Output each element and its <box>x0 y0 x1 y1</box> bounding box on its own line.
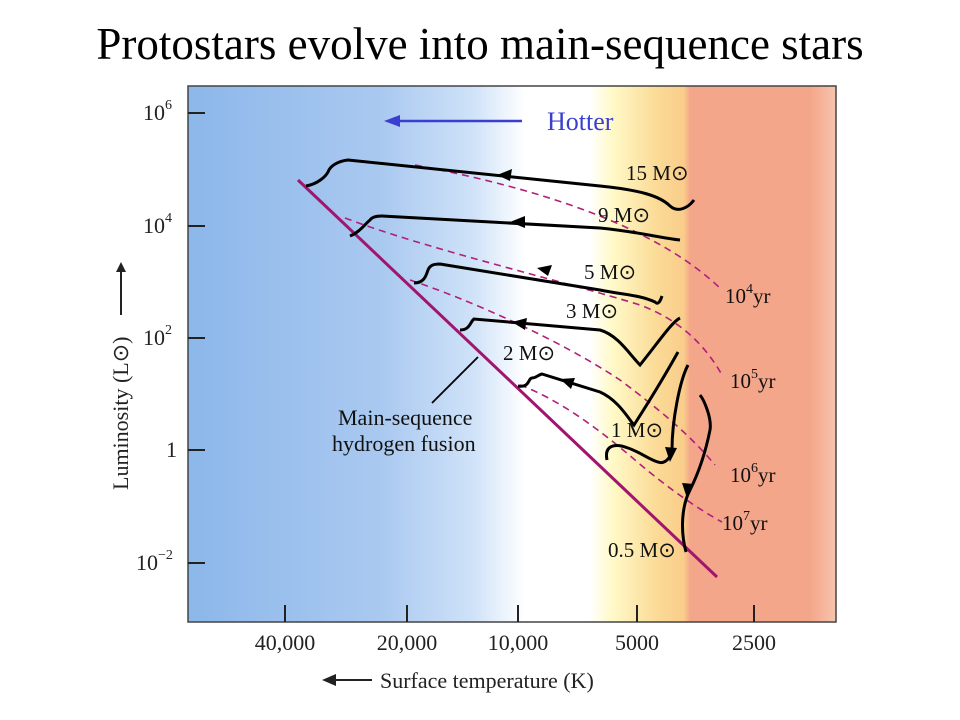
hotter-arrowhead <box>384 115 400 127</box>
plot-area <box>187 85 837 623</box>
x-tick-label-2500: 2500 <box>732 630 776 655</box>
main-sequence-line <box>296 178 719 579</box>
isochrone-label-1e5: 105yr <box>730 367 776 393</box>
y-tick-label-1: 1 <box>166 437 177 462</box>
x-tick-label-40000: 40,000 <box>255 630 316 655</box>
track-1msun <box>605 364 690 465</box>
y-tick-label-1e6: 106 <box>143 98 172 125</box>
main-sequence-label-line1: Main-sequence <box>338 405 472 430</box>
x-axis-arrowhead <box>322 674 336 686</box>
y-tick-label-1e-2: 10−2 <box>136 548 173 575</box>
track-5msun <box>413 262 664 305</box>
track-label-15msun: 15 M⊙ <box>626 161 689 185</box>
isochrones <box>344 164 723 523</box>
y-axis-ticks <box>188 112 205 564</box>
x-tick-label-5000: 5000 <box>615 630 659 655</box>
y-axis-title: Luminosity (L⊙) <box>108 337 133 490</box>
y-tick-label-1e2: 102 <box>143 323 172 350</box>
isochrone-label-1e7: 107yr <box>722 509 768 535</box>
track-label-9msun: 9 M⊙ <box>598 203 650 227</box>
track-9msun <box>349 214 681 242</box>
isochrone-1e6 <box>409 279 716 466</box>
isochrone-1e4 <box>414 164 723 291</box>
y-axis-title-group: Luminosity (L⊙) <box>108 262 133 490</box>
track-label-2msun: 2 M⊙ <box>503 341 555 365</box>
track-15msun <box>305 158 696 211</box>
track-arrow <box>497 169 512 181</box>
page-title: Protostars evolve into main-sequence sta… <box>96 19 864 69</box>
main-sequence-label-line2: hydrogen fusion <box>332 431 476 456</box>
track-label-05msun: 0.5 M⊙ <box>608 538 676 562</box>
track-label-5msun: 5 M⊙ <box>584 260 636 284</box>
track-arrow <box>512 318 527 330</box>
track-2msun <box>517 351 680 428</box>
track-arrowheads <box>497 169 694 498</box>
track-label-3msun: 3 M⊙ <box>566 299 618 323</box>
y-axis-arrowhead <box>116 262 126 272</box>
track-arrow <box>560 378 575 389</box>
track-05msun <box>681 394 712 553</box>
hotter-label: Hotter <box>547 107 614 136</box>
main-sequence-leader <box>431 356 479 404</box>
y-tick-label-1e4: 104 <box>143 211 172 238</box>
isochrone-1e5 <box>344 217 723 376</box>
x-axis-ticks <box>284 605 755 622</box>
track-3msun <box>459 316 681 368</box>
x-axis-title: Surface temperature (K) <box>380 668 594 693</box>
isochrone-1e7 <box>519 384 723 523</box>
track-arrow <box>665 447 677 462</box>
evolutionary-tracks <box>305 158 712 553</box>
track-arrow <box>537 265 552 276</box>
track-arrow <box>682 483 694 498</box>
x-tick-label-10000: 10,000 <box>488 630 549 655</box>
isochrone-label-1e6: 106yr <box>730 461 776 487</box>
track-arrow <box>510 216 525 228</box>
isochrone-label-1e4: 104yr <box>725 282 771 308</box>
x-tick-label-20000: 20,000 <box>377 630 438 655</box>
track-label-1msun: 1 M⊙ <box>611 418 663 442</box>
